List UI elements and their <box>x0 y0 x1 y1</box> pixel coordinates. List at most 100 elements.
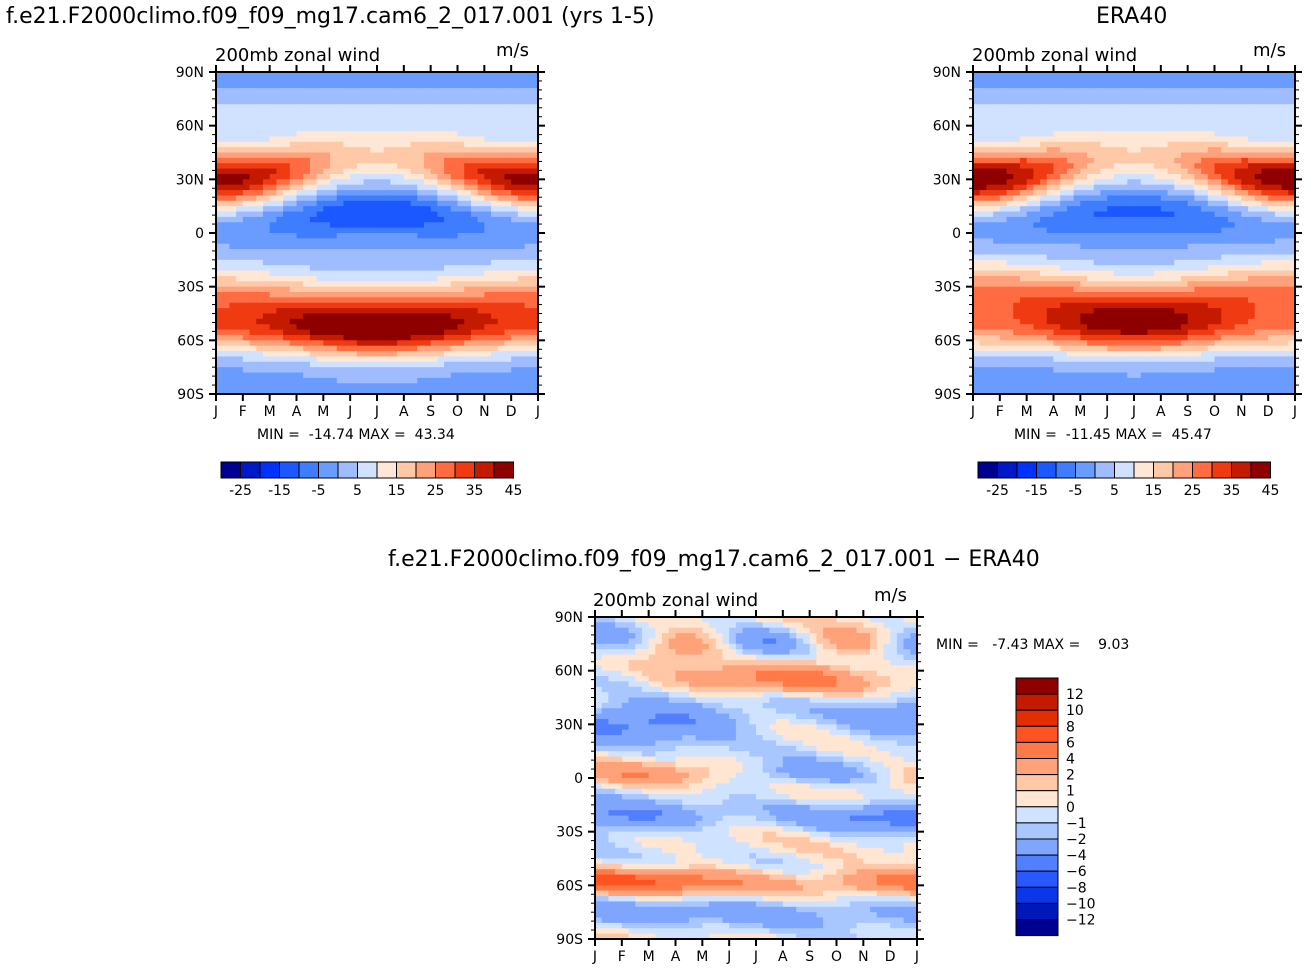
panel2-cell <box>1019 157 1028 164</box>
panel2-cell <box>986 163 994 170</box>
panel2-cell <box>1221 195 1229 202</box>
panel1-cell <box>397 168 405 175</box>
panel1-cell <box>504 356 512 363</box>
panel2-cell <box>1026 270 1034 277</box>
panel1-cell <box>229 195 237 202</box>
panel1-cell <box>457 324 465 331</box>
panel1-cell <box>470 190 479 197</box>
panel1-cell <box>450 281 459 288</box>
panel1-cell <box>330 120 338 127</box>
panel1-cell <box>484 324 492 331</box>
panel2-cell <box>993 114 1001 121</box>
panel1-cell <box>450 356 459 363</box>
panel2-cell <box>999 265 1008 272</box>
panel1-cell <box>517 340 526 347</box>
panel1-cell <box>377 227 385 234</box>
panel1-cell <box>464 216 472 223</box>
panel1-cell <box>511 88 519 95</box>
panel1-cell <box>356 184 365 191</box>
panel1-cell <box>242 211 251 218</box>
panel1-cell <box>363 367 371 374</box>
panel2-cell <box>1019 233 1028 239</box>
panel1-cell <box>383 302 392 309</box>
panel1-cell <box>517 383 526 390</box>
panel2-cell <box>1066 227 1075 234</box>
panel2-cell <box>1227 297 1236 304</box>
panel1-cell <box>491 302 499 309</box>
panel1-cell <box>269 82 277 89</box>
panel1-cell <box>289 243 298 250</box>
panel1-cell <box>383 200 392 207</box>
panel2-cell <box>993 211 1001 218</box>
panel2-cell <box>1100 270 1108 277</box>
panel1-cell <box>316 179 324 186</box>
panel1-cell <box>491 308 499 315</box>
panel1-cell <box>283 222 291 229</box>
panel2-cell <box>1281 114 1289 121</box>
panel1-cell <box>524 206 532 213</box>
panel2-cell <box>1160 157 1169 164</box>
panel2-cell <box>1201 88 1209 95</box>
panel1-cell <box>437 163 445 170</box>
panel1-cell <box>484 216 492 223</box>
panel2-cell <box>986 136 994 143</box>
panel1-cell <box>477 238 485 245</box>
panel2-cell <box>1026 281 1034 288</box>
panel2-cell <box>1033 157 1041 164</box>
panel2-cell <box>973 200 981 207</box>
panel2-cell <box>1288 281 1296 288</box>
panel2-cell <box>1201 292 1209 298</box>
panel2-cell <box>1113 184 1122 191</box>
panel2-cell <box>1281 233 1289 239</box>
panel1-cell <box>444 302 452 309</box>
panel1-cell <box>390 286 398 293</box>
panel1-cell <box>269 104 277 111</box>
panel2-cell <box>1194 163 1202 170</box>
panel1-cell <box>450 98 459 105</box>
panel1-cell <box>289 190 298 197</box>
panel2-cell <box>1053 88 1061 95</box>
panel2-cell <box>1093 131 1102 137</box>
panel1-cell <box>309 98 318 105</box>
panel1-cell <box>403 131 412 137</box>
panel1-cell <box>276 372 284 379</box>
panel2-cell <box>1214 125 1222 132</box>
panel1-cell <box>531 238 539 245</box>
panel1-cell <box>477 351 485 358</box>
panel2-cell <box>1207 206 1216 213</box>
panel1-cell <box>457 168 465 175</box>
panel2-cell <box>1180 120 1189 127</box>
panel2-cell <box>1160 265 1169 272</box>
panel1-xtick-label: A <box>399 404 409 420</box>
panel2-cell <box>1274 222 1283 229</box>
panel1-cell <box>269 243 277 250</box>
panel2-cell <box>1261 206 1269 213</box>
panel1-cell <box>423 173 432 180</box>
panel1-cell <box>296 367 304 374</box>
panel2-cell <box>1113 195 1122 202</box>
panel2-cell <box>1046 184 1055 191</box>
panel2-cell <box>1160 249 1169 256</box>
panel2-cell <box>1248 168 1256 175</box>
panel2-cell <box>1033 109 1041 116</box>
panel1-cell <box>491 324 499 331</box>
panel2-cell <box>1261 249 1269 256</box>
panel2-cell <box>1227 211 1236 218</box>
panel2-cell <box>1187 131 1195 137</box>
panel2-cell <box>1221 72 1229 78</box>
panel1-cell <box>531 265 539 272</box>
panel2-cell <box>1066 93 1075 100</box>
panel1-cell <box>289 211 298 218</box>
panel1-cell <box>464 313 472 320</box>
panel2-cell <box>1160 195 1169 202</box>
panel2-cell <box>1134 168 1142 175</box>
panel2-cell <box>1154 195 1162 202</box>
panel2-cell <box>1026 93 1034 100</box>
panel1-cell <box>256 93 264 100</box>
panel1-cell <box>296 77 304 84</box>
panel1-cell <box>316 281 324 288</box>
panel2-cell <box>1087 200 1095 207</box>
panel1-cell <box>289 184 298 191</box>
panel1-cell <box>450 286 459 293</box>
panel2-cell <box>1060 147 1068 154</box>
